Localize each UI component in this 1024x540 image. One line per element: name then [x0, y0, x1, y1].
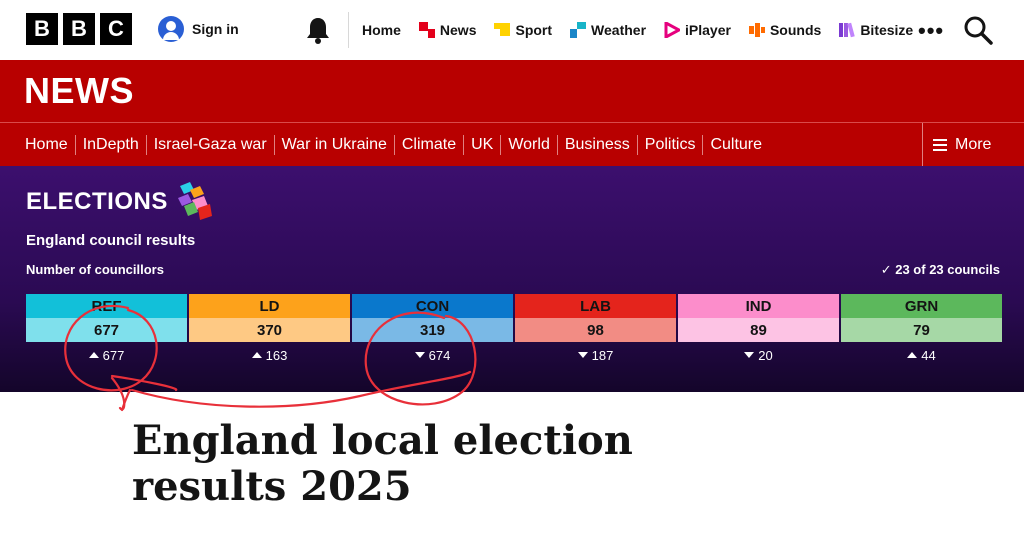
party-change-value: 20 [758, 347, 773, 363]
nav-label: iPlayer [685, 22, 731, 38]
nav-weather[interactable]: Weather [570, 22, 646, 38]
nav-bitesize[interactable]: Bitesize [839, 22, 913, 38]
elections-title-text: ELECTIONS [26, 188, 168, 215]
iplayer-icon [664, 22, 681, 38]
nav-label: Bitesize [860, 22, 914, 38]
party-seats: 89 [678, 318, 839, 342]
news-nav-item[interactable]: Home [25, 134, 76, 155]
party-results: REF 677 677 LD 370 163 CON 319 674 LAB 98 187 IND 89 2… [26, 294, 1002, 368]
sport-icon [494, 23, 511, 36]
party-change: 187 [515, 342, 676, 368]
councils-count: ✓ 23 of 23 councils [881, 262, 1000, 278]
bell-icon[interactable] [305, 16, 331, 44]
news-nav-item[interactable]: Politics [645, 134, 704, 155]
user-icon [158, 16, 184, 42]
more-button[interactable]: More [922, 123, 1024, 167]
nav-label: News [439, 22, 477, 38]
news-icon [418, 22, 435, 38]
triangle-up-icon [251, 352, 262, 358]
party-column-ind[interactable]: IND 89 20 [678, 294, 839, 368]
elections-panel: ELECTIONS England council results Number… [0, 166, 1024, 392]
party-column-ref[interactable]: REF 677 677 [26, 294, 187, 368]
nav-label: Sounds [769, 22, 822, 38]
party-change: 20 [678, 342, 839, 368]
party-seats: 677 [26, 318, 187, 342]
triangle-down-icon [577, 352, 588, 358]
party-change: 44 [841, 342, 1002, 368]
party-change-value: 677 [102, 347, 125, 363]
party-column-con[interactable]: CON 319 674 [352, 294, 513, 368]
party-change: 677 [26, 342, 187, 368]
logo-letter: B [26, 13, 58, 45]
party-name: GRN [841, 294, 1002, 318]
global-nav: Home News Sport Weather iPlayer Sounds B… [362, 0, 913, 60]
triangle-down-icon [744, 352, 755, 358]
nav-sounds[interactable]: Sounds [748, 22, 822, 38]
party-name: REF [26, 294, 187, 318]
party-change: 163 [189, 342, 350, 368]
news-title[interactable]: NEWS [24, 70, 134, 111]
party-seats: 370 [189, 318, 350, 342]
party-change: 674 [352, 342, 513, 368]
news-nav-item[interactable]: War in Ukraine [282, 134, 395, 155]
party-name: CON [352, 294, 513, 318]
party-change-value: 44 [921, 347, 936, 363]
party-seats: 79 [841, 318, 1002, 342]
party-column-ld[interactable]: LD 370 163 [189, 294, 350, 368]
elections-title[interactable]: ELECTIONS [26, 182, 214, 222]
news-nav-item[interactable]: Business [565, 134, 638, 155]
elections-subtitle: England council results [26, 232, 196, 249]
triangle-up-icon [88, 352, 99, 358]
nav-home[interactable]: Home [362, 22, 401, 38]
nav-iplayer[interactable]: iPlayer [664, 22, 731, 38]
party-name: IND [678, 294, 839, 318]
sign-in-label: Sign in [192, 21, 239, 37]
news-nav-item[interactable]: InDepth [83, 134, 147, 155]
news-nav-item[interactable]: Israel-Gaza war [154, 134, 275, 155]
nav-news[interactable]: News [418, 22, 477, 38]
nav-sport[interactable]: Sport [494, 22, 552, 38]
check-icon: ✓ [880, 262, 896, 277]
news-nav: Home InDepth Israel-Gaza war War in Ukraine… [0, 122, 1024, 167]
nav-label: Home [362, 22, 401, 38]
party-change-value: 674 [428, 347, 451, 363]
triangle-down-icon [414, 352, 425, 358]
party-column-lab[interactable]: LAB 98 187 [515, 294, 676, 368]
news-nav-item[interactable]: Climate [402, 134, 465, 155]
hamburger-icon [933, 139, 947, 151]
party-column-grn[interactable]: GRN 79 44 [841, 294, 1002, 368]
sign-in-button[interactable]: Sign in [158, 16, 239, 42]
logo-letter: C [100, 13, 132, 45]
news-nav-item[interactable]: World [508, 134, 558, 155]
article-headline: England local election results 2025 [132, 417, 633, 510]
bbc-logo[interactable]: B B C [26, 13, 132, 45]
news-banner: NEWS [0, 60, 1024, 122]
party-seats: 319 [352, 318, 513, 342]
more-label: More [955, 136, 992, 153]
councils-count-text: 23 of 23 councils [895, 262, 1000, 277]
divider [348, 12, 349, 48]
elections-logo-icon [177, 182, 212, 220]
triangle-up-icon [907, 352, 918, 358]
news-nav-item[interactable]: Culture [710, 135, 763, 153]
nav-label: Weather [591, 22, 647, 38]
party-seats: 98 [515, 318, 676, 342]
bitesize-icon [839, 22, 856, 38]
search-icon[interactable] [963, 15, 993, 45]
party-name: LD [189, 294, 350, 318]
more-menu-icon[interactable]: ••• [918, 18, 945, 43]
party-change-value: 187 [591, 347, 614, 363]
news-nav-item[interactable]: UK [471, 134, 502, 155]
nav-label: Sport [515, 22, 553, 38]
party-change-value: 163 [265, 347, 288, 363]
logo-letter: B [63, 13, 95, 45]
councillors-label: Number of councillors [26, 262, 164, 277]
sounds-icon [748, 23, 765, 37]
party-name: LAB [515, 294, 676, 318]
top-bar: B B C Sign in Home News Sport Weather iP… [0, 0, 1024, 60]
weather-icon [570, 22, 587, 38]
